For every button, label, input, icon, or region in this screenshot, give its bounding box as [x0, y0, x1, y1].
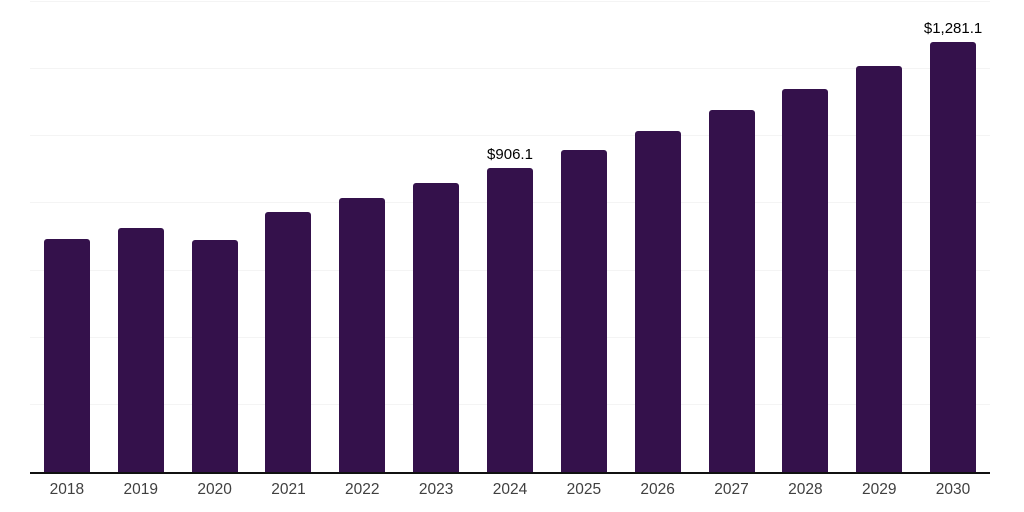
- x-tick-2021: 2021: [271, 481, 306, 498]
- x-tick-2029: 2029: [861, 481, 897, 498]
- bar-band-2027: [695, 2, 769, 472]
- bar-band-2026: [621, 2, 695, 472]
- gridline-1200: [30, 68, 990, 70]
- bar-band-2029: [842, 2, 916, 472]
- bar-2028: [782, 88, 829, 472]
- gridline-1000: [30, 135, 990, 137]
- bar-band-2024: $906.1: [473, 2, 547, 472]
- bar-2026: [634, 130, 681, 472]
- bar-band-2028: [768, 2, 842, 472]
- bar-band-2019: [104, 2, 178, 472]
- bar-2027: [708, 110, 755, 472]
- x-tick-2022: 2022: [345, 481, 380, 498]
- bar-2020: [191, 239, 238, 472]
- x-tick-2026: 2026: [640, 481, 675, 498]
- x-tick-2025: 2025: [566, 481, 602, 498]
- x-tick-2020: 2020: [197, 481, 232, 498]
- x-tick-2023: 2023: [418, 481, 454, 498]
- plot-area: $906.1 $1,281.1: [30, 1, 990, 474]
- value-label-2030: $1,281.1: [923, 19, 983, 37]
- gridline-1400: [30, 1, 990, 2]
- bar-2023: [413, 183, 460, 472]
- bar-2024: $906.1: [486, 146, 533, 472]
- bar-2018: [43, 239, 90, 472]
- x-tick-2028: 2028: [788, 481, 823, 498]
- x-tick-2018: 2018: [49, 481, 85, 498]
- bar-band-2022: [325, 2, 399, 472]
- bar-band-2020: [178, 2, 252, 472]
- x-tick-2019: 2019: [123, 481, 158, 498]
- bars-container: $906.1 $1,281.1: [30, 2, 990, 472]
- value-label-2024: $906.1: [487, 145, 533, 163]
- x-tick-2024: 2024: [492, 481, 528, 498]
- bar-2025: [560, 149, 607, 472]
- bar-band-2025: [547, 2, 621, 472]
- bar-2021: [265, 211, 312, 472]
- x-axis-tick-labels: 2018 2019 2020 2021 2022 2023 2024 2025 2026 2027…: [30, 481, 990, 499]
- bar-2030: $1,281.1: [924, 20, 982, 472]
- bar-band-2021: [252, 2, 326, 472]
- x-tick-2027: 2027: [714, 481, 749, 498]
- bar-band-2023: [399, 2, 473, 472]
- bar-band-2018: [30, 2, 104, 472]
- bar-2022: [339, 197, 386, 472]
- bar-2029: [856, 66, 903, 472]
- x-tick-2030: 2030: [935, 481, 971, 498]
- bar-2019: [117, 227, 164, 472]
- bar-band-2030: $1,281.1: [916, 2, 990, 472]
- x-axis-line: [30, 472, 990, 474]
